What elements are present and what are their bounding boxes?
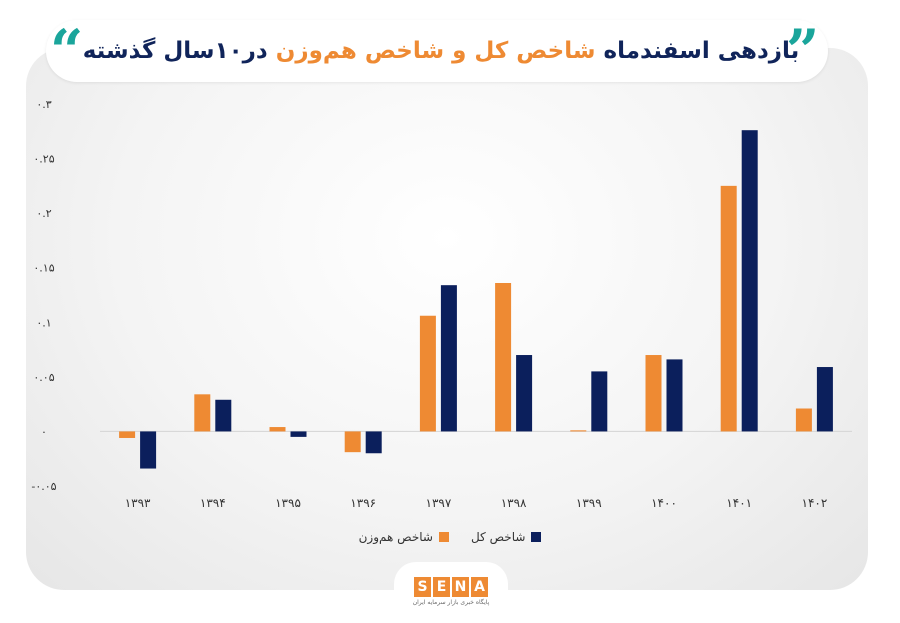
title-part-2: شاخص کل و شاخص هم‌وزن [275,38,596,64]
x-tick-label: ۱۴۰۲ [802,496,828,510]
legend-swatch-equal-weight [438,532,449,542]
bar-equal-weight-1 [194,394,211,432]
bar-total-6 [591,371,608,432]
legend-label-equal-weight: شاخص هم‌وزن [358,530,433,544]
bar-total-8 [741,130,758,432]
bar-total-0 [140,431,157,469]
x-tick-label: ۱۳۹۴ [200,496,226,510]
x-tick-label: ۱۳۹۹ [576,496,602,510]
quote-left-icon: “ [50,17,84,85]
title-part-1: بازدهی اسفندماه [603,38,800,64]
title-part-3: در۱۰سال گذشته [82,38,268,64]
logo-letter-a: A [471,577,488,597]
bar-equal-weight-7 [645,355,662,432]
bar-equal-weight-0 [119,431,136,438]
x-tick-label: ۱۳۹۸ [501,496,527,510]
y-tick-label: -۰.۰۵ [31,480,56,493]
quote-right-icon: ” [786,17,820,85]
y-tick-label: ۰.۰۵ [33,371,54,384]
bar-equal-weight-4 [419,315,436,432]
sena-logo: S E N A [414,577,488,597]
logo-letter-e: E [433,577,450,597]
logo-tab [394,562,508,623]
x-tick-label: ۱۳۹۷ [426,496,452,510]
legend: شاخص کل شاخص هم‌وزن [340,528,560,546]
chart-title: بازدهی اسفندماه شاخص کل و شاخص هم‌وزن در… [83,26,800,76]
logo-letter-s: S [414,577,431,597]
legend-item-total: شاخص کل [470,530,542,544]
x-tick-label: ۱۳۹۵ [275,496,301,510]
x-tick-label: ۱۴۰۱ [726,496,752,510]
bar-total-4 [440,285,457,432]
bar-equal-weight-5 [495,282,512,432]
legend-label-total: شاخص کل [470,530,526,544]
logo-letter-n: N [452,577,469,597]
x-tick-label: ۱۳۹۳ [125,496,151,510]
bar-equal-weight-8 [720,185,737,432]
bar-equal-weight-9 [795,408,812,432]
x-tick-label: ۱۴۰۰ [651,496,677,510]
y-tick-label: ۰.۱ [36,316,51,329]
title-pill [46,20,828,82]
y-tick-label: ۰.۱۵ [33,262,54,275]
y-tick-label: ۰ [41,425,47,438]
x-tick-label: ۱۳۹۶ [350,496,376,510]
legend-item-equal-weight: شاخص هم‌وزن [359,530,449,544]
bar-total-7 [666,359,683,432]
y-tick-label: ۰.۳ [36,98,51,111]
bar-equal-weight-3 [344,431,361,453]
bar-equal-weight-2 [269,427,286,432]
legend-swatch-total [531,532,542,542]
y-tick-label: ۰.۲۵ [33,153,54,166]
bar-total-9 [816,367,833,432]
bar-total-5 [516,355,533,432]
logo-subtitle: پایگاه خبری بازار سرمایه ایران [412,599,490,606]
bar-equal-weight-6 [570,430,587,432]
bar-total-1 [215,399,232,432]
y-tick-label: ۰.۲ [36,207,51,220]
bar-total-2 [290,431,307,437]
bar-total-3 [365,431,382,454]
